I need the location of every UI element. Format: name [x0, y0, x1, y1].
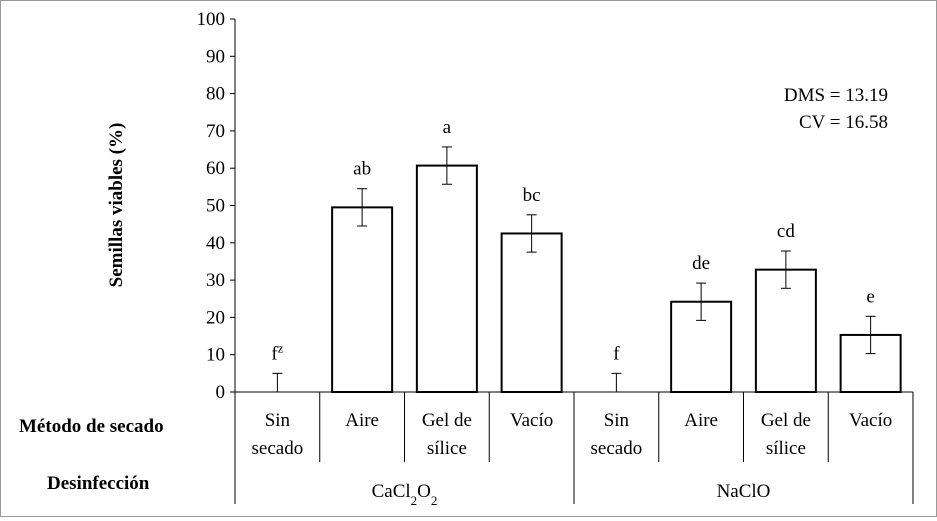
group-label-subscript: 2: [431, 493, 438, 508]
y-tick-label: 10: [206, 345, 225, 366]
y-tick-label: 50: [206, 196, 225, 217]
y-tick-label: 80: [206, 84, 225, 105]
group-label-part: O: [417, 481, 431, 502]
method-label: sílice: [427, 438, 467, 459]
significance-letter-sup: z: [278, 340, 284, 355]
group-label-part: CaCl: [372, 481, 411, 502]
stat-cv: CV = 16.58: [799, 112, 888, 133]
y-tick-label: 0: [216, 382, 226, 403]
y-tick-label: 20: [206, 307, 225, 328]
method-label: secado: [591, 438, 643, 459]
y-tick-label: 60: [206, 158, 225, 179]
method-label: sílice: [766, 438, 806, 459]
method-label: Sin: [604, 410, 630, 431]
method-label: Aire: [684, 410, 718, 431]
bars-group: [272, 146, 902, 394]
row-label-disinfection: Desinfección: [47, 473, 150, 494]
significance-letter: cd: [777, 221, 795, 242]
method-label: secado: [252, 438, 304, 459]
significance-letter: bc: [523, 185, 541, 206]
bar: [415, 164, 478, 393]
method-label: Aire: [345, 410, 379, 431]
significance-letter: f: [613, 343, 620, 364]
significance-letter: ab: [353, 159, 371, 180]
y-tick-label: 70: [206, 121, 225, 142]
y-tick-label: 40: [206, 233, 225, 254]
method-label: Sin: [265, 410, 291, 431]
y-tick-label: 100: [197, 9, 226, 30]
axes-group: 0 10 20 30 40 50 60 70 80 90 100: [197, 9, 914, 504]
significance-letter: de: [692, 253, 710, 274]
significance-letter: e: [866, 286, 874, 307]
group-label-part: NaClO: [717, 481, 771, 502]
method-label: Vacío: [849, 410, 892, 431]
group-label: CaCl2O2: [372, 481, 438, 508]
labels-group: fz Sin secado ab Aire a Gel de sílice bc Vacío f Si…: [252, 117, 893, 508]
method-label: Gel de: [761, 410, 811, 431]
bar: [500, 232, 563, 393]
significance-letter: a: [443, 117, 452, 138]
stat-dms: DMS = 13.19: [784, 85, 888, 106]
method-label: Gel de: [422, 410, 472, 431]
group-label: NaClO: [717, 481, 771, 502]
y-tick-label: 90: [206, 46, 225, 67]
method-label: Vacío: [510, 410, 553, 431]
group-label-subscript: 2: [411, 493, 418, 508]
row-label-method: Método de secado: [19, 416, 164, 437]
bar: [670, 300, 733, 394]
y-tick-label: 30: [206, 270, 225, 291]
bar: [331, 206, 394, 393]
y-axis-label: Semillas viables (%): [106, 123, 127, 288]
significance-letter: fz: [271, 340, 283, 365]
